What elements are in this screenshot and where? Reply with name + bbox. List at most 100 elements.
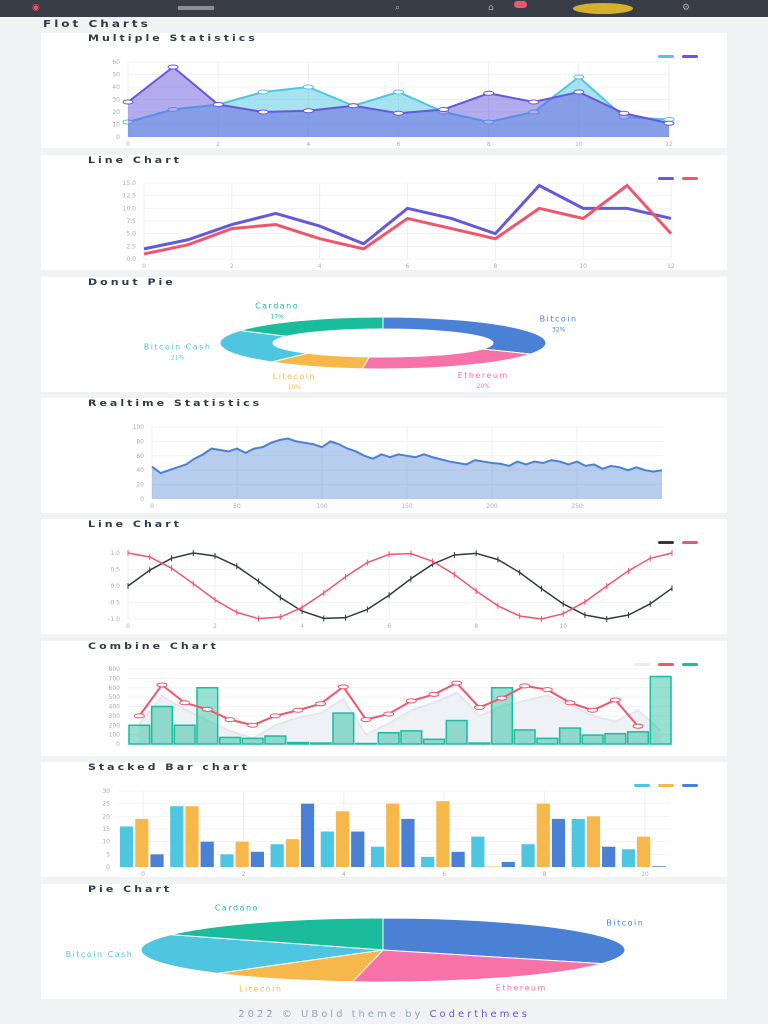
x-tick-label: 10 xyxy=(579,263,587,270)
data-point xyxy=(663,120,675,126)
x-tick-label: 0 xyxy=(150,503,154,510)
bar xyxy=(602,846,616,867)
data-point xyxy=(393,110,404,116)
x-tick-label: 2 xyxy=(213,623,217,630)
card-title: Pie Chart xyxy=(88,884,173,895)
pie-slice xyxy=(361,348,531,370)
slice-label: Bitcoin Cash xyxy=(144,342,212,351)
data-point xyxy=(360,717,372,723)
data-point xyxy=(302,84,314,90)
y-tick-label: 7.5 xyxy=(126,218,136,225)
y-tick-label: -1.0 xyxy=(108,616,120,623)
y-tick-label: 40 xyxy=(112,84,120,91)
x-tick-label: 10 xyxy=(559,623,567,630)
y-tick-label: 700 xyxy=(109,675,121,682)
y-tick-label: 200 xyxy=(109,722,121,729)
x-tick-label: 150 xyxy=(401,503,413,510)
realtime-chart: 0 20 40 60 80 100 0 50 100 150 200 250 xyxy=(133,424,663,510)
bar xyxy=(235,841,249,867)
bar xyxy=(335,811,350,867)
legend-swatch xyxy=(658,784,674,787)
pie-slice xyxy=(240,316,384,337)
data-point xyxy=(224,717,236,723)
legend-swatch xyxy=(682,177,698,180)
bar xyxy=(581,734,604,745)
page-title: Flot Charts xyxy=(43,18,151,30)
bar xyxy=(445,719,468,745)
bar xyxy=(320,831,334,867)
menu-icon[interactable] xyxy=(178,6,214,10)
y-tick-label: 0 xyxy=(116,741,120,748)
data-point xyxy=(133,713,145,719)
data-point xyxy=(337,684,349,690)
bar xyxy=(551,818,566,867)
slice-percent: 17% xyxy=(270,314,284,321)
avatar[interactable] xyxy=(573,3,633,14)
bar xyxy=(370,846,385,867)
y-tick-label: 20 xyxy=(136,482,144,489)
notification-badge xyxy=(514,1,527,8)
data-point xyxy=(438,107,450,112)
data-point xyxy=(179,700,191,706)
bar xyxy=(309,742,332,745)
data-point xyxy=(257,89,269,95)
bar xyxy=(200,841,214,867)
bar xyxy=(586,816,601,867)
data-point xyxy=(483,90,495,96)
bar xyxy=(637,836,651,867)
y-tick-label: 0 xyxy=(140,496,144,503)
slice-label: Bitcoin Cash xyxy=(66,950,134,959)
logo-icon[interactable]: ◉ xyxy=(32,3,40,13)
data-point xyxy=(347,103,359,109)
y-tick-label: 400 xyxy=(109,704,121,711)
footer-link[interactable]: Coderthemes xyxy=(429,1009,530,1020)
bar xyxy=(270,844,284,867)
data-point xyxy=(573,89,585,95)
sine-line-card: Line Chart -1.0 -0.5 0.0 0.5 1.0 0 2 4 6 8 10 xyxy=(41,519,727,634)
y-tick-label: 0 xyxy=(116,134,120,141)
bar xyxy=(400,730,423,745)
bar xyxy=(185,806,199,867)
data-point xyxy=(201,706,213,712)
bar xyxy=(135,818,149,867)
stacked-bar-card: Stacked Bar chart 0 5 10 15 20 25 30 0 2 4 6 8 10 xyxy=(41,762,727,877)
y-tick-label: 15.0 xyxy=(123,180,137,187)
x-tick-label: 0 xyxy=(141,871,145,877)
bar xyxy=(513,729,536,745)
donut-pie-card: Donut Pie Bitcoin 32% Ethereum 20% Litecoin 10… xyxy=(41,277,727,392)
legend-swatch xyxy=(634,663,650,666)
search-icon[interactable]: ⌕ xyxy=(395,3,401,13)
y-tick-label: 10 xyxy=(112,122,120,129)
card-title: Donut Pie xyxy=(88,277,176,288)
card-title: Combine Chart xyxy=(88,641,219,652)
y-tick-label: 5 xyxy=(106,851,110,858)
slice-label: Bitcoin xyxy=(606,918,644,927)
x-tick-label: 0 xyxy=(126,623,130,630)
legend-swatch xyxy=(682,541,698,544)
y-tick-label: 0.0 xyxy=(110,583,120,590)
slice-label: Litecoin xyxy=(239,985,282,994)
pie-slice xyxy=(217,949,385,983)
pie-slice xyxy=(351,949,603,983)
bar xyxy=(521,844,535,867)
y-tick-label: 20 xyxy=(112,109,120,116)
bar xyxy=(451,851,465,867)
pie-card: Pie Chart Bitcoin Ethereum Litecoin Bitcoin … xyxy=(41,884,727,999)
y-tick-label: 25 xyxy=(102,801,110,808)
gear-icon[interactable]: ⚙ xyxy=(682,3,691,13)
bar xyxy=(649,675,672,745)
bell-icon[interactable]: ⌂ xyxy=(488,3,494,13)
data-point xyxy=(302,108,314,114)
data-point xyxy=(609,697,621,703)
bar xyxy=(536,803,550,867)
bar xyxy=(436,801,450,867)
slice-label: Ethereum xyxy=(458,371,509,380)
series-line xyxy=(127,552,673,620)
bar xyxy=(401,818,415,867)
bar xyxy=(652,866,666,867)
bar xyxy=(128,724,151,745)
x-tick-label: 12 xyxy=(667,263,675,270)
x-tick-label: 8 xyxy=(487,141,491,148)
x-tick-label: 200 xyxy=(486,503,498,510)
pie-slice xyxy=(170,917,384,951)
